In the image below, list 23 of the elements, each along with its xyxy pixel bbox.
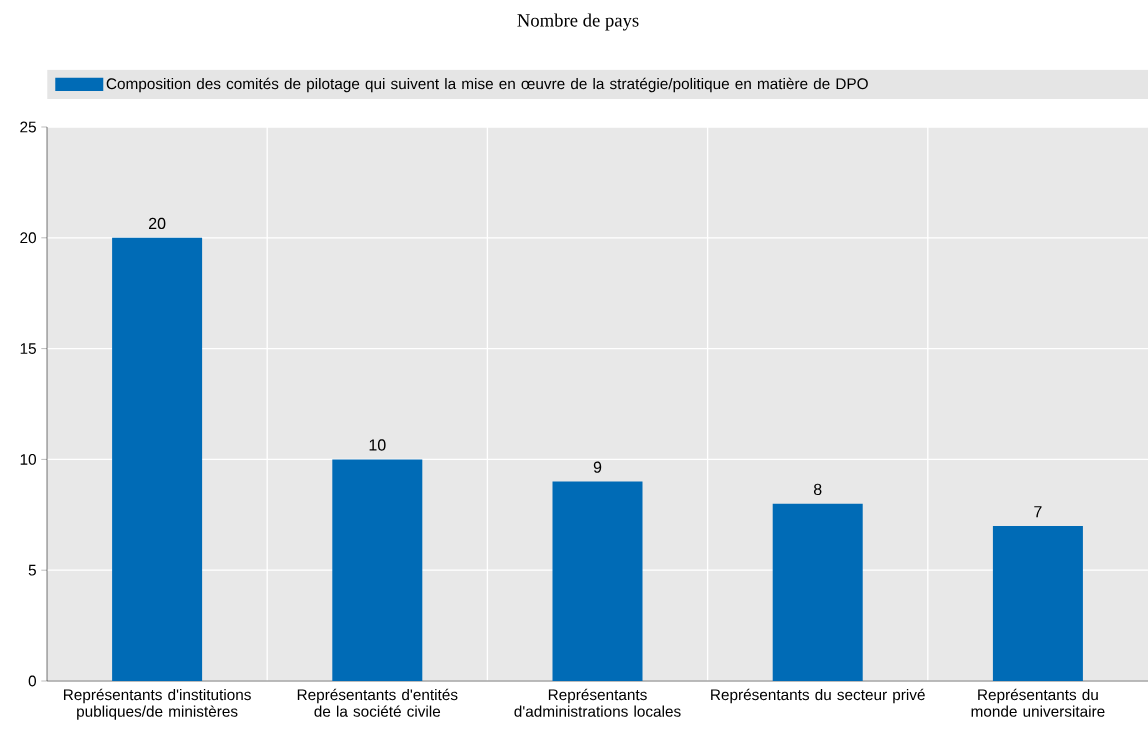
x-tick-label: Représentants d'institutions publiques/de ministères [63, 688, 251, 720]
y-tick-label: 0 [28, 675, 36, 687]
bar [772, 503, 863, 681]
y-tick-label: 20 [20, 232, 36, 244]
x-tick-label: Représentants d'entités de la société civile [297, 688, 458, 717]
legend-label: Composition des comités de pilotage qui suivent la mise en œuvre de la stratégie/politique en matière de DPO [106, 77, 868, 93]
chart-title: Nombre de pays [517, 13, 639, 31]
bar [332, 459, 423, 681]
data-label: 7 [1034, 506, 1042, 518]
x-tick-label: Représentants d'administrations locales [514, 688, 681, 717]
data-label: 9 [593, 461, 602, 473]
bar [552, 481, 643, 681]
y-tick-label: 25 [20, 121, 36, 133]
y-tick-label: 15 [20, 343, 36, 354]
y-tick-label: 10 [20, 453, 36, 465]
x-tick-label: Représentants du monde universitaire [971, 688, 1105, 717]
bar [992, 525, 1083, 681]
data-label: 20 [149, 217, 166, 230]
data-label: 10 [369, 439, 386, 451]
bar [112, 237, 203, 681]
data-label: 8 [813, 483, 822, 495]
y-tick-label: 5 [28, 564, 36, 576]
x-tick-label: Représentants du secteur privé [711, 688, 925, 704]
